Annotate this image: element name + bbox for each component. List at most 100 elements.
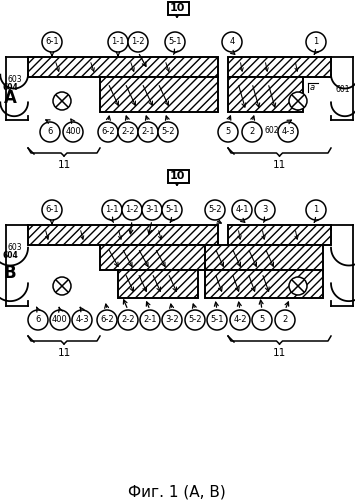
- Bar: [100, 77, 218, 112]
- Text: 602: 602: [265, 126, 279, 135]
- FancyBboxPatch shape: [168, 2, 189, 15]
- Bar: [28, 57, 218, 77]
- Circle shape: [118, 310, 138, 330]
- Circle shape: [158, 122, 178, 142]
- Circle shape: [255, 200, 275, 220]
- Text: 2: 2: [282, 316, 288, 324]
- Text: 6-2: 6-2: [101, 128, 115, 136]
- Circle shape: [72, 310, 92, 330]
- Circle shape: [118, 122, 138, 142]
- Text: 5-1: 5-1: [165, 206, 179, 214]
- Text: 5-1: 5-1: [168, 38, 182, 46]
- Bar: [100, 245, 218, 270]
- Text: 4-3: 4-3: [281, 128, 295, 136]
- Circle shape: [42, 200, 62, 220]
- Text: A: A: [4, 89, 16, 107]
- Text: 4: 4: [229, 38, 235, 46]
- Circle shape: [278, 122, 298, 142]
- Circle shape: [108, 32, 128, 52]
- Text: 1: 1: [313, 206, 319, 214]
- Text: 4-2: 4-2: [233, 316, 247, 324]
- Text: 601: 601: [335, 86, 350, 94]
- Text: 5: 5: [225, 128, 231, 136]
- Text: 6: 6: [35, 316, 41, 324]
- Circle shape: [185, 310, 205, 330]
- FancyBboxPatch shape: [168, 170, 189, 182]
- Text: 11: 11: [58, 160, 71, 170]
- Circle shape: [306, 200, 326, 220]
- Text: 6-2: 6-2: [100, 316, 114, 324]
- Circle shape: [50, 310, 70, 330]
- Text: 10: 10: [169, 171, 185, 181]
- Circle shape: [162, 310, 182, 330]
- Text: 5-2: 5-2: [208, 206, 222, 214]
- Text: 1: 1: [313, 38, 319, 46]
- Text: a: a: [310, 82, 315, 92]
- Text: 2: 2: [249, 128, 255, 136]
- Circle shape: [102, 200, 122, 220]
- Text: 1-1: 1-1: [111, 38, 125, 46]
- Circle shape: [165, 32, 185, 52]
- Text: 400: 400: [65, 128, 81, 136]
- Text: 3: 3: [262, 206, 268, 214]
- Circle shape: [42, 32, 62, 52]
- Text: 11: 11: [273, 160, 286, 170]
- Circle shape: [218, 122, 238, 142]
- Circle shape: [289, 277, 307, 295]
- Text: 11: 11: [273, 348, 286, 358]
- Text: Фиг. 1 (A, B): Фиг. 1 (A, B): [128, 484, 226, 500]
- Text: 400: 400: [52, 316, 68, 324]
- Circle shape: [122, 200, 142, 220]
- Circle shape: [242, 122, 262, 142]
- Circle shape: [306, 32, 326, 52]
- Text: 2-2: 2-2: [121, 128, 135, 136]
- Circle shape: [63, 122, 83, 142]
- Circle shape: [222, 32, 242, 52]
- Circle shape: [275, 310, 295, 330]
- Circle shape: [140, 310, 160, 330]
- Circle shape: [230, 310, 250, 330]
- Circle shape: [28, 310, 48, 330]
- Text: 603: 603: [7, 244, 22, 252]
- Bar: [28, 225, 218, 245]
- Circle shape: [252, 310, 272, 330]
- Text: 11: 11: [58, 348, 71, 358]
- Circle shape: [207, 310, 227, 330]
- Bar: [205, 270, 323, 298]
- Bar: [118, 270, 198, 298]
- Text: 3-2: 3-2: [165, 316, 179, 324]
- Text: 604: 604: [2, 84, 18, 92]
- Circle shape: [162, 200, 182, 220]
- Text: 1-2: 1-2: [131, 38, 145, 46]
- Circle shape: [53, 92, 71, 110]
- Circle shape: [142, 200, 162, 220]
- Text: B: B: [4, 264, 16, 282]
- Circle shape: [97, 310, 117, 330]
- Text: 5-2: 5-2: [188, 316, 202, 324]
- Text: 1-1: 1-1: [105, 206, 119, 214]
- Circle shape: [40, 122, 60, 142]
- Bar: [228, 57, 331, 77]
- Circle shape: [232, 200, 252, 220]
- Circle shape: [289, 92, 307, 110]
- Text: 4-3: 4-3: [75, 316, 89, 324]
- Bar: [228, 225, 331, 245]
- Bar: [205, 245, 323, 270]
- Bar: [228, 77, 303, 112]
- Text: 4-1: 4-1: [235, 206, 249, 214]
- Text: 6: 6: [47, 128, 53, 136]
- Text: 3-1: 3-1: [145, 206, 159, 214]
- Circle shape: [138, 122, 158, 142]
- Circle shape: [53, 277, 71, 295]
- Circle shape: [98, 122, 118, 142]
- Text: 6-1: 6-1: [45, 38, 59, 46]
- Text: 603: 603: [7, 76, 22, 84]
- Text: 2-1: 2-1: [141, 128, 155, 136]
- Text: 5-2: 5-2: [161, 128, 175, 136]
- Text: 1-2: 1-2: [125, 206, 139, 214]
- Text: 2-1: 2-1: [143, 316, 157, 324]
- Circle shape: [205, 200, 225, 220]
- Circle shape: [128, 32, 148, 52]
- Text: 6-1: 6-1: [45, 206, 59, 214]
- Text: 5: 5: [260, 316, 264, 324]
